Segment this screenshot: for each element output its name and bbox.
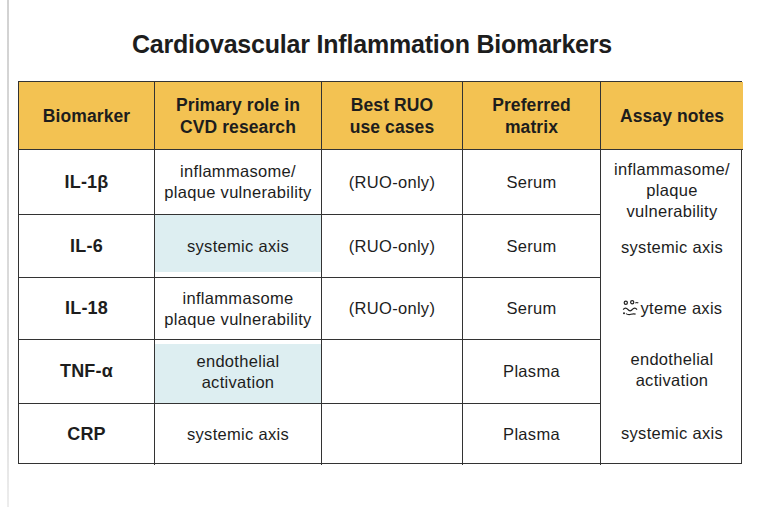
header-preferred-matrix: Preferred matrix — [463, 82, 601, 150]
use-case-cell: (RUO-only) — [322, 215, 463, 278]
header-biomarker: Biomarker — [19, 82, 155, 150]
biomarker-cell: CRP — [19, 404, 155, 465]
header-primary-role: Primary role in CVD research — [155, 82, 322, 150]
role-cell-highlighted: systemic axis — [155, 215, 322, 278]
matrix-cell: Serum — [463, 278, 601, 340]
biomarker-cell: IL-6 — [19, 215, 155, 278]
biomarker-cell: TNF-α — [19, 340, 155, 404]
assay-note: systemic axis — [601, 423, 743, 444]
use-case-cell — [322, 404, 463, 465]
scribble-icon — [622, 299, 641, 317]
biomarker-cell: IL-1β — [19, 150, 155, 215]
use-case-cell — [322, 340, 463, 404]
assay-note: systemic axis — [601, 237, 743, 258]
biomarker-cell: IL-18 — [19, 278, 155, 340]
matrix-cell: Serum — [463, 150, 601, 215]
biomarkers-table: Biomarker Primary role in CVD research B… — [18, 81, 742, 464]
left-edge-artifact-line — [7, 0, 9, 507]
matrix-cell: Plasma — [463, 340, 601, 404]
role-cell: inflammasome plaque vulnerability — [155, 278, 322, 340]
assay-note: inflammasome/ plaque vulnerability — [601, 159, 743, 222]
use-case-cell: (RUO-only) — [322, 278, 463, 340]
header-assay-notes: Assay notes — [601, 82, 743, 150]
role-cell: inflammasome/ plaque vulnerability — [155, 150, 322, 215]
use-case-cell: (RUO-only) — [322, 150, 463, 215]
assay-note-text: yteme axis — [641, 299, 723, 317]
page-title: Cardiovascular Inflammation Biomarkers — [0, 30, 744, 59]
assay-note: yteme axis — [601, 298, 743, 319]
assay-note: endothelial activation — [601, 349, 743, 391]
matrix-cell: Serum — [463, 215, 601, 278]
header-best-ruo: Best RUO use cases — [322, 82, 463, 150]
assay-notes-column: inflammasome/ plaque vulnerability syste… — [601, 150, 743, 465]
matrix-cell: Plasma — [463, 404, 601, 465]
role-cell: systemic axis — [155, 404, 322, 465]
role-cell-highlighted: endothelial activation — [155, 340, 322, 404]
page: Cardiovascular Inflammation Biomarkers B… — [0, 0, 768, 512]
